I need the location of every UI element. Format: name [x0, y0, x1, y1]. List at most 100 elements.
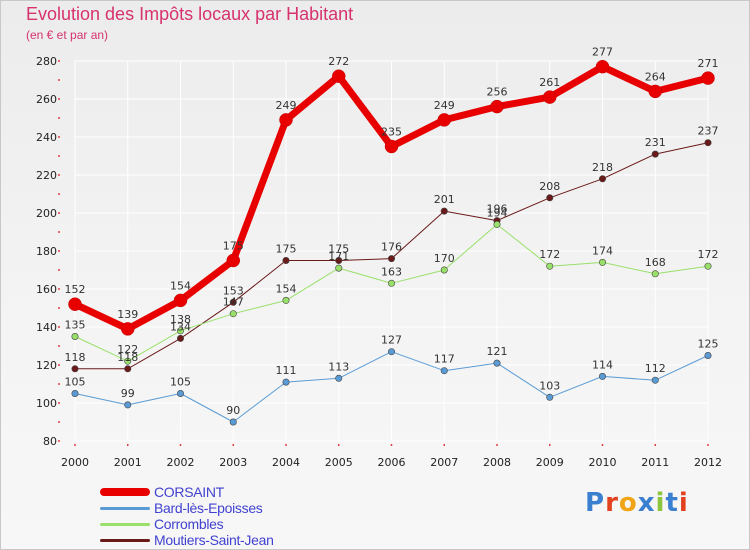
data-point-corrombles	[651, 270, 659, 278]
x-tick-label: 2011	[641, 456, 669, 469]
x-tick-label: 2008	[483, 456, 511, 469]
data-label-corrombles: 122	[117, 343, 138, 356]
legend-label-corrombles: Corrombles	[154, 516, 224, 532]
data-label-corrombles: 147	[223, 296, 244, 309]
legend-label-corsaint: CORSAINT	[154, 484, 224, 500]
x-tick-label: 2009	[536, 456, 564, 469]
series	[68, 59, 715, 426]
data-point-corrombles	[493, 220, 501, 228]
data-point-moutiers-saint-jean	[177, 334, 185, 342]
data-point-corrombles	[704, 262, 712, 270]
data-label-corrombles: 170	[434, 252, 455, 265]
x-tick-label: 2000	[61, 456, 89, 469]
data-point-corrombles	[71, 332, 79, 340]
data-label-moutiers-saint-jean: 134	[170, 320, 191, 333]
data-label-bard-l-s-epoisses: 117	[434, 353, 455, 366]
data-point-moutiers-saint-jean	[71, 365, 79, 373]
legend-item-bard-les-epoisses[interactable]: Bard-lès-Epoisses	[100, 500, 274, 516]
data-point-bard-l-s-epoisses	[229, 418, 237, 426]
data-point-corrombles	[598, 258, 606, 266]
legend-swatch-corsaint	[100, 488, 150, 496]
data-labels: 118 118 134 153 175 175 176 201 196 208 218 231 237 1…	[65, 46, 719, 417]
data-point-corsaint	[384, 139, 399, 154]
data-label-moutiers-saint-jean: 208	[539, 180, 560, 193]
data-label-bard-l-s-epoisses: 111	[276, 364, 297, 377]
data-point-moutiers-saint-jean	[651, 150, 659, 158]
data-point-bard-l-s-epoisses	[282, 378, 290, 386]
data-label-corsaint: 249	[434, 99, 455, 112]
data-label-moutiers-saint-jean: 118	[117, 351, 138, 364]
legend-label-moutiers-saint-jean: Moutiers-Saint-Jean	[154, 532, 274, 548]
y-tick-label: 260	[36, 93, 57, 106]
data-label-moutiers-saint-jean: 201	[434, 193, 455, 206]
data-point-corsaint	[332, 69, 346, 83]
data-label-corsaint: 261	[539, 76, 560, 89]
data-point-moutiers-saint-jean	[440, 207, 448, 215]
data-label-corrombles: 138	[170, 313, 191, 326]
logo-letter: P	[585, 488, 606, 518]
data-point-corsaint	[595, 59, 610, 74]
data-label-corsaint: 272	[328, 55, 349, 68]
data-label-corsaint: 139	[117, 308, 138, 321]
data-label-moutiers-saint-jean: 237	[698, 125, 719, 138]
data-point-bard-l-s-epoisses	[598, 372, 606, 380]
legend: CORSAINT Bard-lès-Epoisses Corrombles Mo…	[100, 484, 274, 548]
data-point-bard-l-s-epoisses	[493, 359, 501, 367]
data-label-corsaint: 249	[276, 99, 297, 112]
data-point-moutiers-saint-jean	[546, 194, 554, 202]
x-tick-label: 2005	[325, 456, 353, 469]
data-point-corsaint	[173, 293, 188, 308]
data-label-corsaint: 175	[223, 240, 244, 253]
data-point-corrombles	[440, 266, 448, 274]
chart-subtitle: (en € et par an)	[26, 28, 109, 42]
data-label-corsaint: 154	[170, 279, 191, 292]
data-point-moutiers-saint-jean	[598, 175, 606, 183]
data-point-moutiers-saint-jean	[124, 365, 132, 373]
y-tick-label: 220	[36, 169, 57, 182]
legend-item-moutiers-saint-jean[interactable]: Moutiers-Saint-Jean	[100, 532, 274, 548]
axes: 80 100 120 140 160 180 200 220 240 260 280 2000 2001…	[36, 55, 722, 469]
data-point-bard-l-s-epoisses	[651, 376, 659, 384]
y-tick-label: 280	[36, 55, 57, 68]
logo-letter: x	[637, 488, 656, 518]
legend-item-corsaint[interactable]: CORSAINT	[100, 484, 274, 500]
logo-letter: t	[665, 488, 679, 518]
data-point-corsaint	[68, 297, 82, 311]
data-point-corrombles	[229, 310, 237, 318]
chart-title: Evolution des Impôts locaux par Habitant	[26, 4, 354, 24]
y-tick-label: 200	[36, 207, 57, 220]
data-point-corrombles	[387, 279, 395, 287]
legend-swatch-moutiers-saint-jean	[100, 538, 150, 542]
data-label-moutiers-saint-jean: 196	[487, 203, 508, 216]
data-label-bard-l-s-epoisses: 121	[487, 345, 508, 358]
data-label-moutiers-saint-jean: 175	[328, 243, 349, 256]
data-point-moutiers-saint-jean	[282, 256, 290, 264]
x-tick-label: 2001	[114, 456, 142, 469]
data-label-corrombles: 168	[645, 256, 666, 269]
data-label-bard-l-s-epoisses: 114	[592, 358, 613, 371]
legend-item-corrombles[interactable]: Corrombles	[100, 516, 274, 532]
data-point-corsaint	[226, 253, 240, 268]
data-point-moutiers-saint-jean	[387, 255, 395, 263]
data-point-moutiers-saint-jean	[335, 256, 343, 264]
data-label-corsaint: 277	[592, 46, 613, 59]
data-label-corsaint: 271	[698, 57, 719, 70]
data-label-corrombles: 194	[487, 206, 508, 219]
data-label-bard-l-s-epoisses: 103	[539, 379, 560, 392]
data-point-corsaint	[437, 113, 451, 127]
data-label-bard-l-s-epoisses: 112	[645, 362, 666, 375]
data-label-bard-l-s-epoisses: 125	[698, 338, 719, 351]
logo-letter: i	[678, 488, 689, 518]
data-label-corrombles: 163	[381, 265, 402, 278]
data-point-corsaint	[121, 322, 135, 336]
y-tick-label: 100	[36, 397, 57, 410]
proxiti-logo: Proxiti	[585, 488, 689, 518]
data-label-moutiers-saint-jean: 218	[592, 161, 613, 174]
data-label-corrombles: 171	[328, 250, 349, 263]
data-point-bard-l-s-epoisses	[335, 374, 343, 382]
x-tick-label: 2010	[589, 456, 617, 469]
data-label-bard-l-s-epoisses: 127	[381, 334, 402, 347]
data-point-bard-l-s-epoisses	[546, 393, 554, 401]
data-point-corsaint	[543, 90, 557, 104]
